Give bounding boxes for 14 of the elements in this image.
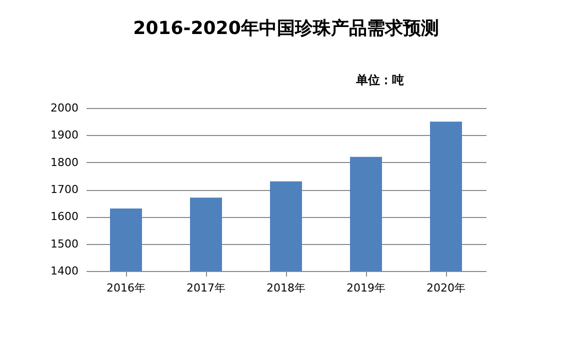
y-tick-label: 1900: [50, 128, 78, 142]
y-tick-label: 1800: [50, 156, 78, 169]
chart-title: 2016-2020年中国珍珠产品需求预测: [133, 18, 439, 39]
y-tick-label: 1600: [50, 210, 78, 224]
y-tick-label: 2000: [50, 102, 78, 114]
x-tick-label: 2019年: [346, 282, 386, 294]
y-tick-label: 1500: [50, 237, 78, 250]
x-tick-label: 2020年: [426, 282, 466, 294]
x-tick-label: 2017年: [186, 282, 226, 294]
y-tick-label: 1700: [50, 183, 78, 196]
y-tick-label: 1400: [50, 264, 78, 278]
chart-subtitle: 单位：吨: [355, 73, 404, 87]
x-tick-label: 2016年: [106, 282, 146, 294]
x-tick-label: 2018年: [266, 282, 306, 294]
